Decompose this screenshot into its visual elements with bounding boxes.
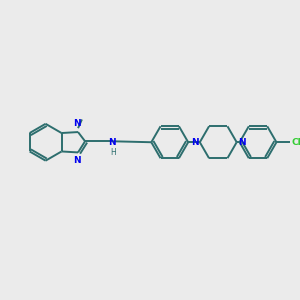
Text: H: H [110,148,116,157]
Text: N: N [108,138,116,147]
Text: N: N [238,138,245,147]
Text: N: N [73,119,81,128]
Text: Cl: Cl [291,138,300,147]
Text: N: N [191,138,199,147]
Text: N: N [73,156,81,165]
